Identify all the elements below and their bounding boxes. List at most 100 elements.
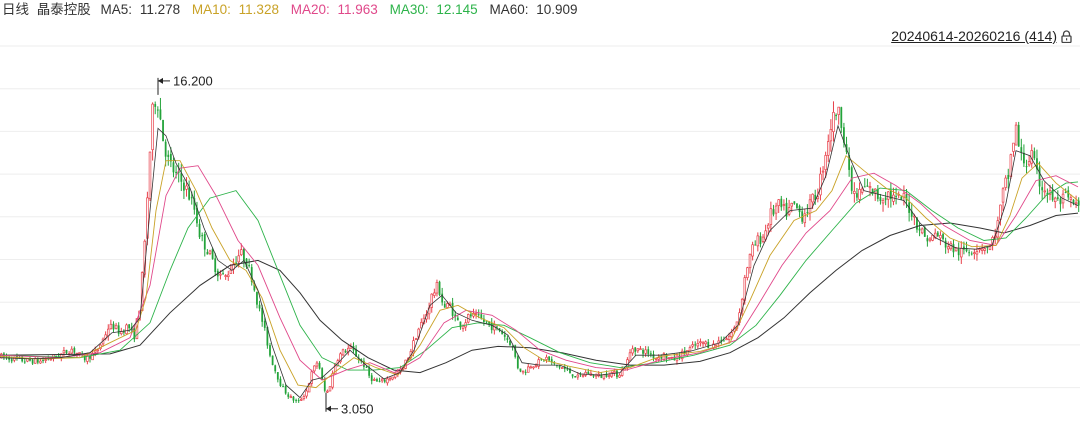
candle-body xyxy=(1059,198,1062,205)
candle-body xyxy=(829,129,833,142)
candle-body xyxy=(370,375,373,382)
candle-body xyxy=(164,141,167,157)
candle-body xyxy=(263,320,266,328)
ma60-value: 10.909 xyxy=(536,2,578,17)
candle-body xyxy=(159,109,162,120)
candle-body xyxy=(23,361,26,363)
candle-body xyxy=(746,267,749,278)
candle-body xyxy=(107,328,110,337)
candle-body xyxy=(602,374,606,379)
candle-body xyxy=(832,111,835,132)
candle-body xyxy=(928,238,932,241)
candle-body xyxy=(916,217,918,230)
candle-body xyxy=(506,338,509,340)
candle-body xyxy=(154,104,157,107)
candle-body xyxy=(774,205,778,214)
candle-body xyxy=(889,190,892,199)
candle-body xyxy=(274,365,277,372)
candle-body xyxy=(323,379,326,391)
candle-body xyxy=(318,362,321,369)
candle-body xyxy=(1033,151,1036,159)
candle-body xyxy=(616,370,618,378)
candle-body xyxy=(248,265,251,267)
candle-body xyxy=(456,317,459,321)
candle-body xyxy=(910,211,913,217)
candle-body xyxy=(761,236,765,242)
candle-body xyxy=(438,281,441,295)
candle-body xyxy=(29,358,31,361)
candle-body xyxy=(566,368,569,370)
ma20-label: MA20: 11.963 xyxy=(291,2,382,17)
candle-body xyxy=(1027,161,1031,166)
candle-body xyxy=(1051,190,1054,201)
candle-body xyxy=(180,173,183,182)
candle-body xyxy=(769,208,773,225)
candle-body xyxy=(866,185,869,187)
candle-body xyxy=(558,365,561,368)
candle-body xyxy=(33,358,37,364)
candle-body xyxy=(644,349,647,354)
candle-body xyxy=(811,193,814,203)
candle-body xyxy=(235,262,237,264)
candle-body xyxy=(931,234,934,241)
lock-icon[interactable] xyxy=(1061,29,1072,43)
candle-body xyxy=(636,348,640,352)
ma-lines xyxy=(0,124,1079,399)
candle-body xyxy=(211,248,214,259)
candle-body xyxy=(321,368,324,380)
candle-body xyxy=(214,258,217,272)
candle-body xyxy=(292,396,295,401)
candle-body xyxy=(55,355,57,357)
candle-body xyxy=(151,103,154,151)
date-range-text[interactable]: 20240614-20260216 (414) xyxy=(891,28,1057,44)
candle-body xyxy=(725,338,728,341)
candle-body xyxy=(443,303,446,308)
ma10-label-text: MA10: xyxy=(191,2,231,17)
date-range-selector[interactable]: 20240614-20260216 (414) xyxy=(891,26,1072,46)
candle-body xyxy=(0,353,3,359)
candle-body xyxy=(863,186,866,188)
candle-body xyxy=(587,371,590,375)
candle-body xyxy=(790,202,793,207)
ma30-label-text: MA30: xyxy=(389,2,429,17)
candle-body xyxy=(793,201,796,204)
candle-body xyxy=(93,350,97,353)
candle-body xyxy=(341,349,345,356)
candle-body xyxy=(824,155,827,170)
candle-body xyxy=(250,267,253,282)
candle-body xyxy=(282,386,284,388)
candle-body xyxy=(819,173,822,196)
candle-body xyxy=(808,199,812,214)
candle-body xyxy=(694,344,697,346)
candle-body xyxy=(751,244,754,257)
candle-body xyxy=(256,292,258,305)
candle-body xyxy=(1053,197,1057,203)
period-label: 日线 xyxy=(2,2,29,17)
candle-body xyxy=(169,153,172,162)
candle-body xyxy=(198,223,201,238)
candle-body xyxy=(835,114,837,117)
candle-body xyxy=(780,198,783,208)
candle-body xyxy=(376,379,378,382)
candle-body xyxy=(960,247,963,258)
ma60-label: MA60: 10.909 xyxy=(489,2,581,17)
candle-body xyxy=(393,373,397,378)
candle-body xyxy=(326,390,329,393)
candle-body xyxy=(96,349,100,352)
candle-body xyxy=(727,335,731,340)
candle-body xyxy=(879,197,882,201)
candle-body xyxy=(571,374,574,377)
candle-body xyxy=(647,349,650,354)
candle-body xyxy=(881,200,885,204)
candle-body xyxy=(109,323,113,330)
candle-body xyxy=(287,394,290,397)
high-marker-arrowhead xyxy=(158,77,163,84)
candle-body xyxy=(227,274,230,278)
candle-body xyxy=(767,224,770,229)
candle-body xyxy=(148,151,152,199)
candle-body xyxy=(631,348,634,354)
candle-body xyxy=(521,370,525,373)
candle-body xyxy=(895,196,897,198)
candle-body xyxy=(576,374,580,378)
